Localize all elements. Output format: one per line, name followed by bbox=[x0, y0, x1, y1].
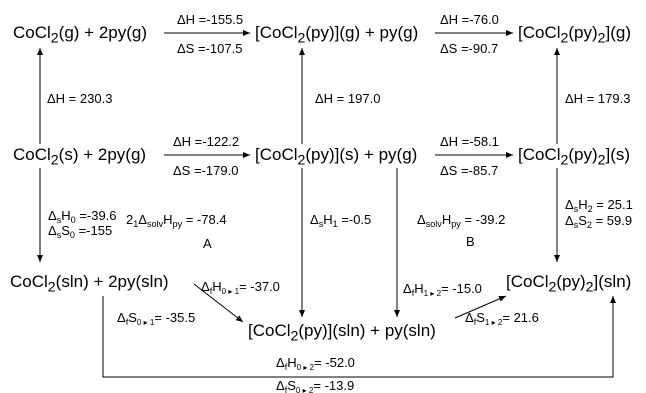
label-sol-right-h: ΔsH2 = 25.1 bbox=[565, 197, 633, 214]
arrow-f02 bbox=[102, 296, 616, 378]
label-f01-h: ΔfH0 ▸ 1= -37.0 bbox=[201, 279, 280, 296]
label-sol-left-s: ΔsS0 =-155 bbox=[48, 223, 113, 240]
label-sol-mid-h: ΔsH1 =-0.5 bbox=[310, 212, 372, 229]
label-s-step1-ds: ΔS =-179.0 bbox=[173, 163, 239, 178]
label-box-a: A bbox=[203, 236, 212, 251]
label-sub-mid: ΔH = 197.0 bbox=[315, 91, 381, 106]
label-s-step2-ds: ΔS =-85.7 bbox=[440, 163, 499, 178]
label-f12-s: ΔfS1 ▸ 2= 21.6 bbox=[465, 310, 539, 327]
species-copy2-solid: [CoCl2(py)2](s) bbox=[518, 145, 631, 169]
label-sub-left: ΔH = 230.3 bbox=[47, 91, 113, 106]
label-g-step2-dh: ΔH =-76.0 bbox=[440, 12, 499, 27]
label-box-b: B bbox=[466, 234, 475, 249]
label-f12-h: ΔfH1 ▸ 2= -15.0 bbox=[403, 281, 482, 298]
arrow-f01 bbox=[193, 283, 244, 323]
label-g-step1-dh: ΔH =-155.5 bbox=[177, 12, 244, 27]
label-f02-s: ΔfS0 ▸ 2= -13.9 bbox=[276, 378, 355, 393]
species-copy2-gas: [CoCl2(py)2](g) bbox=[518, 23, 632, 47]
species-cocl2-solid: CoCl2(s) + 2py(g) bbox=[13, 145, 147, 169]
label-solv-b: ΔsolvHpy = -39.2 bbox=[417, 212, 506, 229]
label-s-step2-dh: ΔH =-58.1 bbox=[440, 134, 499, 149]
species-cocl2-solution: CoCl2(sln) + 2py(sln) bbox=[10, 272, 169, 296]
label-g-step2-ds: ΔS =-90.7 bbox=[440, 41, 499, 56]
species-copy-gas: [CoCl2(py)](g) + py(g) bbox=[255, 23, 419, 47]
label-sol-right-s: ΔsS2 = 59.9 bbox=[565, 213, 633, 230]
label-sub-right: ΔH = 179.3 bbox=[565, 91, 631, 106]
label-s-step1-dh: ΔH =-122.2 bbox=[173, 134, 240, 149]
arrow-f12 bbox=[454, 295, 507, 319]
label-sol-left-h: ΔsH0 =-39.6 bbox=[48, 208, 117, 225]
species-copy-solution: [CoCl2(py)](sln) + py(sln) bbox=[248, 321, 436, 345]
species-cocl2-gas: CoCl2(g) + 2py(g) bbox=[13, 23, 148, 47]
label-solv-a: 21ΔsolvHpy = -78.4 bbox=[126, 212, 227, 229]
species-copy2-solution: [CoCl2(py)2](sln) bbox=[506, 272, 632, 296]
species-copy-solid: [CoCl2(py)](s) + py(g) bbox=[255, 145, 418, 169]
label-g-step1-ds: ΔS =-107.5 bbox=[177, 41, 243, 56]
label-f01-s: ΔfS0 ▸ 1= -35.5 bbox=[117, 310, 196, 327]
label-f02-h: ΔfH0 ▸ 2= -52.0 bbox=[276, 355, 355, 372]
